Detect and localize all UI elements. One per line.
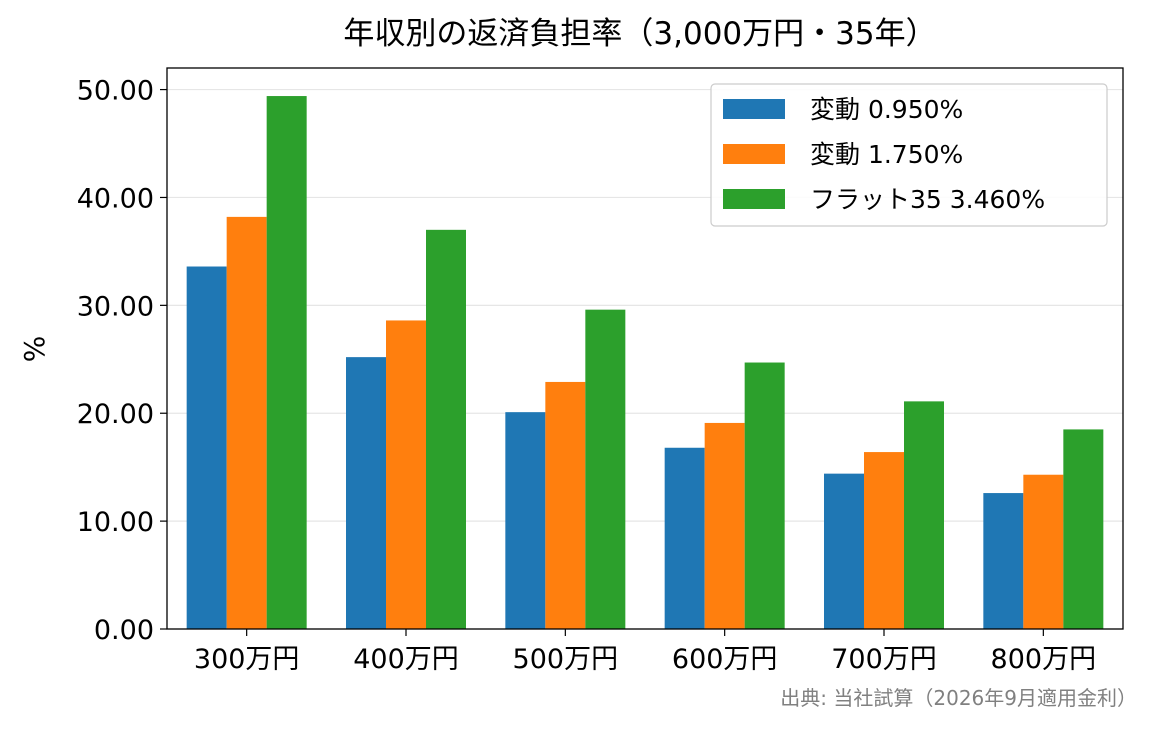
bar [664,447,705,629]
y-tick-label: 40.00 [77,183,154,214]
bar [904,401,944,629]
legend: 変動 0.950% 変動 1.750% フラット35 3.460% [710,83,1108,227]
legend-entry: フラット35 3.460% [810,185,1045,214]
y-axis-label: % [18,336,51,363]
x-tick-label: 800万円 [991,644,1097,675]
bar [545,381,586,629]
plot-area-frame [166,67,1124,630]
legend-swatch [723,99,785,119]
y-tick-label: 20.00 [77,399,154,430]
x-axis: 300万円 400万円 500万円 600万円 700万円 800万円 [194,629,1096,675]
bar [824,473,864,629]
legend-box [710,83,1108,227]
legend-entry: 変動 0.950% [810,95,963,124]
bar [1063,429,1104,629]
y-axis: 0.00 10.00 20.00 30.00 40.00 50.00 [77,76,167,646]
bar [704,422,745,629]
y-tick-label: 10.00 [77,507,154,538]
legend-swatch [723,189,785,209]
bar [505,412,546,629]
bar [426,229,466,630]
x-tick-label: 700万円 [831,644,937,675]
x-tick-label: 400万円 [353,644,459,675]
bar [983,493,1024,629]
legend-entry: 変動 1.750% [810,140,963,169]
bar [346,357,386,629]
y-tick-label: 50.00 [77,76,154,107]
chart-title: 年収別の返済負担率（3,000万円・35年） [343,16,936,52]
bar [1023,474,1064,629]
y-tick-label: 30.00 [77,291,154,322]
bars [186,96,1104,630]
x-tick-label: 500万円 [513,644,619,675]
bar [266,96,307,630]
bar [186,266,227,629]
x-tick-label: 300万円 [194,644,300,675]
bar [744,362,785,629]
bar [864,452,904,629]
source-note: 出典: 当社試算（2026年9月適用金利） [780,686,1137,710]
y-tick-label: 0.00 [94,615,154,646]
bar [226,216,267,629]
bar [386,320,426,629]
x-tick-label: 600万円 [672,644,778,675]
legend-swatch [723,144,785,164]
bar [585,309,626,629]
